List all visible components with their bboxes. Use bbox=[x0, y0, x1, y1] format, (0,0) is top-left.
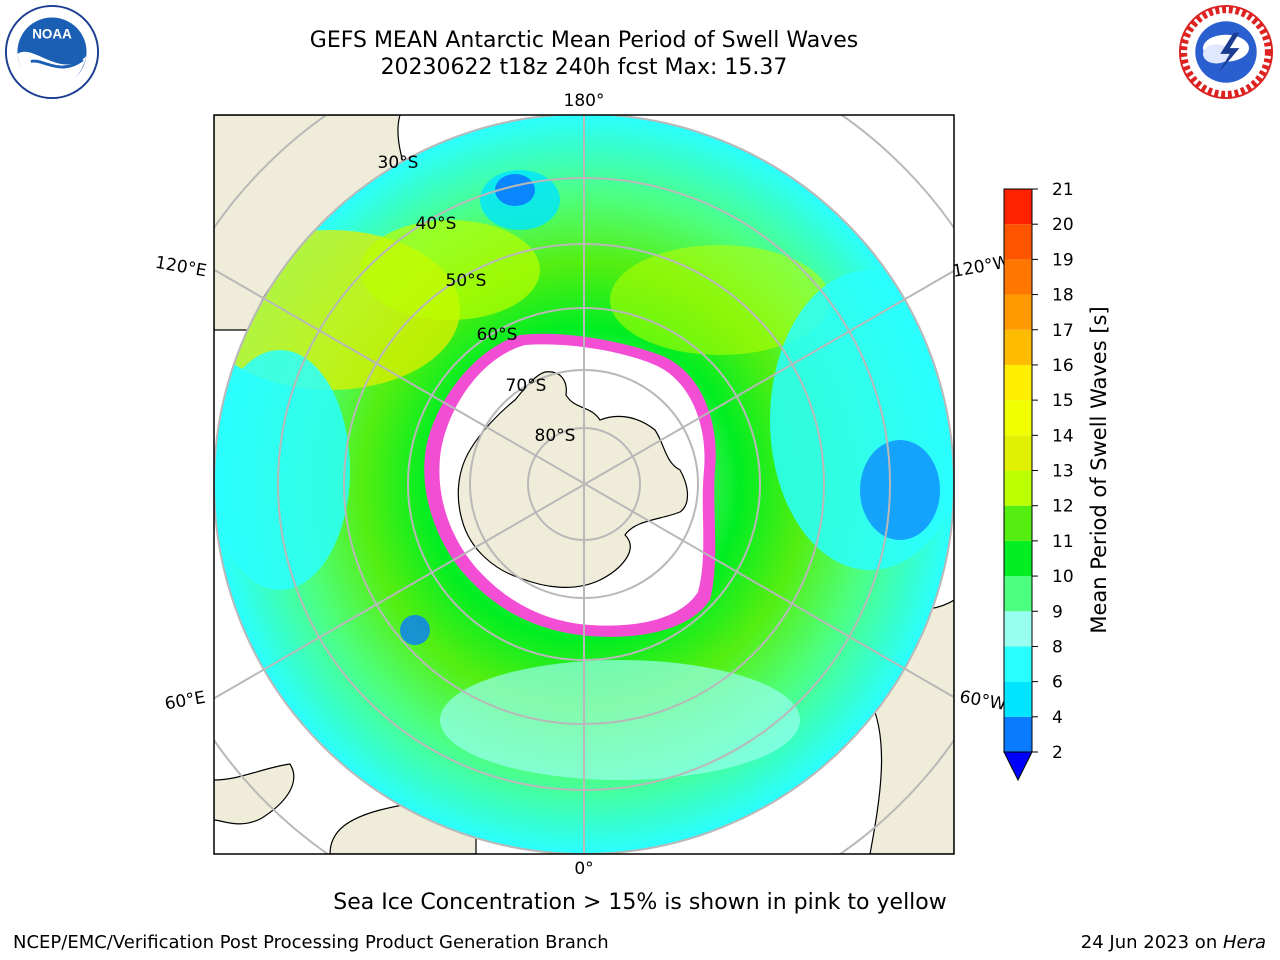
colorbar-band bbox=[1004, 435, 1032, 471]
lat-label-40: 40°S bbox=[416, 214, 457, 234]
chart-subtitle: 20230622 t18z 240h fcst Max: 15.37 bbox=[380, 55, 788, 80]
colorbar-band bbox=[1004, 259, 1032, 295]
colorbar-tick-label: 20 bbox=[1052, 215, 1074, 235]
colorbar-band bbox=[1004, 470, 1032, 506]
noaa-logo-text: NOAA bbox=[32, 27, 72, 42]
colorbar-band bbox=[1004, 505, 1032, 541]
lat-label-70: 70°S bbox=[506, 376, 547, 396]
map-panel bbox=[214, 115, 954, 854]
noaa-logo: NOAA bbox=[4, 4, 100, 100]
colorbar-tick-label: 14 bbox=[1052, 426, 1074, 446]
meridian-label-top: 180° bbox=[564, 91, 605, 111]
colorbar-band bbox=[1004, 400, 1032, 436]
colorbar-tick-label: 12 bbox=[1052, 497, 1074, 517]
colorbar-band bbox=[1004, 294, 1032, 330]
map-frame bbox=[213, 114, 955, 855]
antarctica-land bbox=[457, 371, 689, 588]
colorbar-tick-label: 13 bbox=[1052, 462, 1074, 482]
colorbar-band bbox=[1004, 611, 1032, 647]
colorbar-tick-label: 4 bbox=[1052, 708, 1063, 728]
colorbar-band bbox=[1004, 364, 1032, 401]
colorbar-tick-label: 18 bbox=[1052, 286, 1074, 306]
colorbar-band bbox=[1004, 716, 1032, 752]
colorbar-band bbox=[1004, 646, 1032, 682]
lat-label-50: 50°S bbox=[446, 271, 487, 291]
sea-ice-note: Sea Ice Concentration > 15% is shown in … bbox=[333, 890, 947, 915]
meridian-label-lower-left: 60°E bbox=[163, 688, 207, 715]
colorbar-tick-label: 21 bbox=[1052, 180, 1074, 200]
colorbar-tick-label: 16 bbox=[1052, 356, 1074, 376]
meridian-label-bottom: 0° bbox=[574, 859, 593, 879]
date-value: 24 Jun 2023 on bbox=[1080, 932, 1223, 953]
meridian-label-upper-right: 120°W bbox=[951, 252, 1012, 282]
colorbar-band bbox=[1004, 576, 1032, 612]
graticule bbox=[214, 115, 954, 854]
colorbar-band bbox=[1004, 189, 1032, 225]
colorbar-band bbox=[1004, 540, 1032, 577]
colorbar-extend-arrow bbox=[1003, 751, 1033, 782]
meridian-label-lower-right: 60°W bbox=[958, 687, 1008, 715]
colorbar-tick-label: 9 bbox=[1052, 602, 1063, 622]
colorbar-band bbox=[1004, 681, 1032, 717]
chart-title: GEFS MEAN Antarctic Mean Period of Swell… bbox=[309, 28, 859, 53]
meridian-label-upper-left: 120°E bbox=[154, 253, 208, 282]
host-name: Hera bbox=[1222, 932, 1266, 953]
colorbar-tick-label: 15 bbox=[1052, 391, 1074, 411]
colorbar-tick-label: 8 bbox=[1052, 637, 1063, 657]
colorbar-tick-label: 19 bbox=[1052, 250, 1074, 270]
colorbar-tick-label: 17 bbox=[1052, 321, 1074, 341]
colorbar-label: Mean Period of Swell Waves [s] bbox=[1087, 306, 1111, 633]
lat-label-80: 80°S bbox=[535, 426, 576, 446]
colorbar-tick-label: 10 bbox=[1052, 567, 1074, 587]
colorbar-tick-label: 2 bbox=[1052, 743, 1063, 763]
colorbar-band bbox=[1004, 224, 1032, 260]
nws-logo bbox=[1178, 4, 1274, 100]
credit-text: NCEP/EMC/Verification Post Processing Pr… bbox=[13, 932, 609, 953]
lat-label-60: 60°S bbox=[477, 325, 518, 345]
lat-label-30: 30°S bbox=[378, 153, 419, 173]
colorbar: 21 20 19 18 17 16 15 14 13 12 11 10 9 8 6 4 2 bbox=[1003, 180, 1074, 782]
colorbar-tick-label: 11 bbox=[1052, 532, 1074, 552]
colorbar-tick-label: 6 bbox=[1052, 673, 1063, 693]
colorbar-band bbox=[1004, 329, 1032, 365]
date-text: 24 Jun 2023 on Hera bbox=[1081, 932, 1266, 953]
